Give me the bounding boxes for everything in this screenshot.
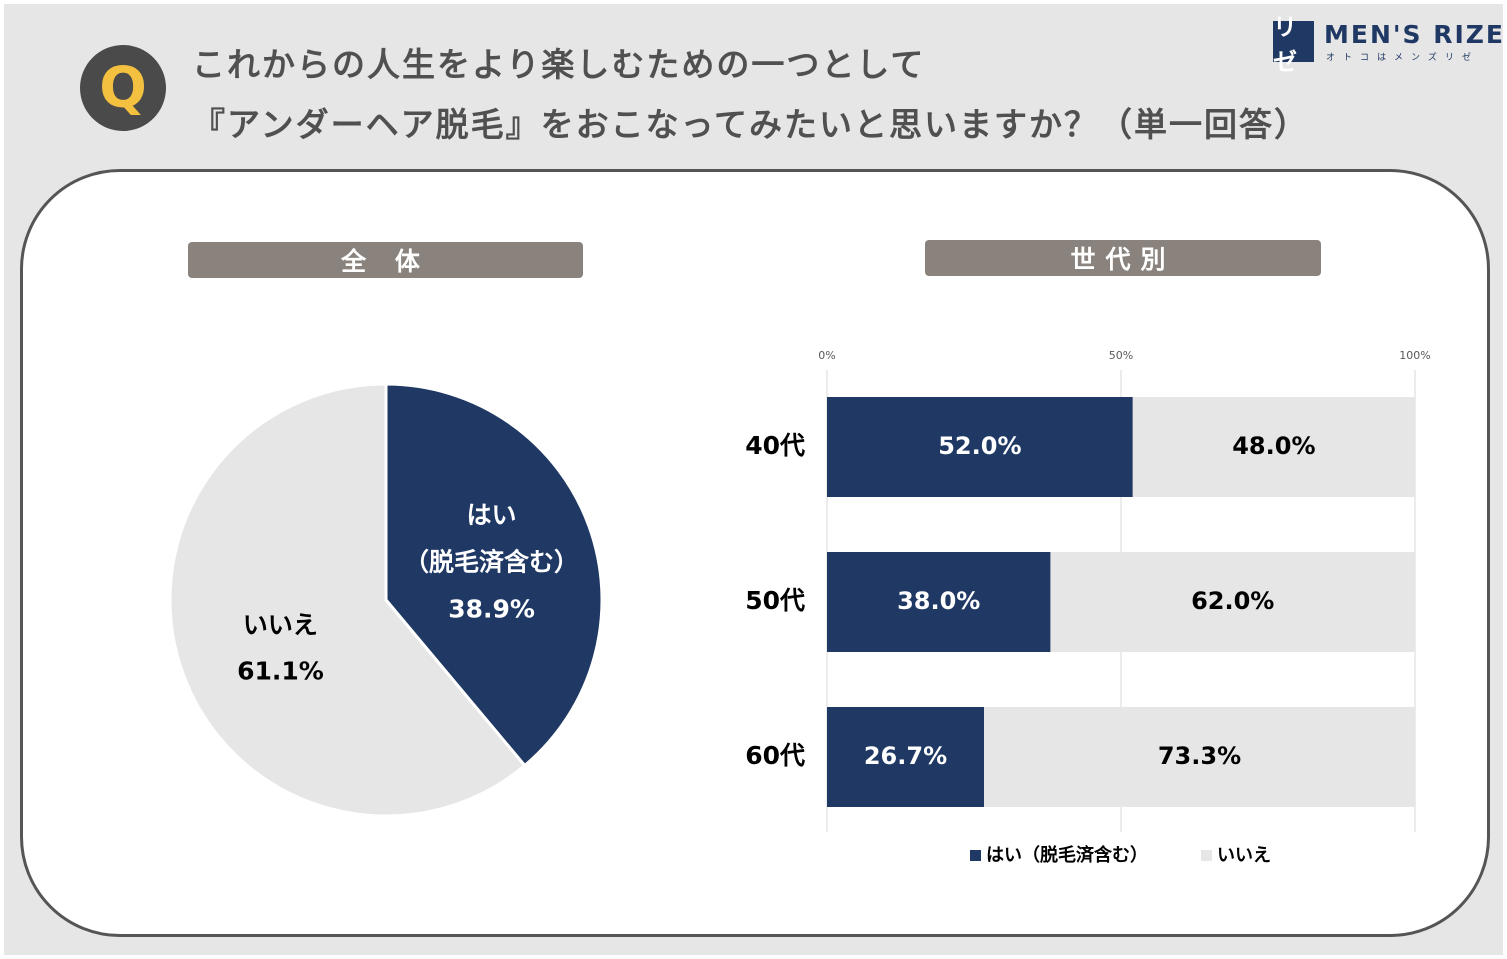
pie-label-no-name: いいえ [243,611,318,640]
legend-swatch-yes [970,850,981,861]
pie-slice-yes [384,382,604,768]
bar-label-yes-2: 26.7% [864,742,947,770]
x-tick-label-100: 100% [1399,349,1430,362]
bar-label-no-2: 73.3% [1158,742,1241,770]
section-label-overall: 全 体 [188,242,583,278]
question-line-1: これからの人生をより楽しむための一つとして [192,45,926,84]
bar-yes-1 [827,552,1051,652]
bar-label-no-1: 62.0% [1191,587,1274,615]
pie-label-yes-value: 38.9% [448,595,535,624]
bar-no-0 [1132,397,1415,497]
brand-logo-text: MEN'S RIZE [1324,20,1505,49]
bar-label-yes-1: 38.0% [897,587,980,615]
legend-label-no: いいえ [1217,845,1271,866]
x-tick-label-50: 50% [1109,349,1133,362]
bar-label-no-0: 48.0% [1232,432,1315,460]
bar-yes-0 [827,397,1133,497]
bar-label-yes-0: 52.0% [938,432,1021,460]
bar-no-2 [983,707,1415,807]
question-mark-badge: Q [80,45,166,131]
bar-yes-2 [827,707,984,807]
brand-logo-subtext: オトコはメンズリゼ [1326,53,1479,63]
legend-label-yes: はい（脱毛済含む） [986,844,1148,866]
section-label-by-generation: 世代別 [925,240,1321,276]
pie-label-no-value: 61.1% [237,657,324,686]
pie-label-yes-name: はい [467,501,517,530]
pie-slice-no [168,382,527,818]
category-label-2: 60代 [745,741,805,770]
bar-no-1 [1050,552,1415,652]
legend-swatch-no [1201,850,1212,861]
question-line-2: 『アンダーヘア脱毛』をおこなってみたいと思いますか？（単一回答） [192,105,1310,144]
pie-label-yes-note: （脱毛済含む） [404,548,579,577]
x-tick-label-0: 0% [818,349,835,362]
category-label-1: 50代 [745,586,805,615]
category-label-0: 40代 [745,431,805,460]
